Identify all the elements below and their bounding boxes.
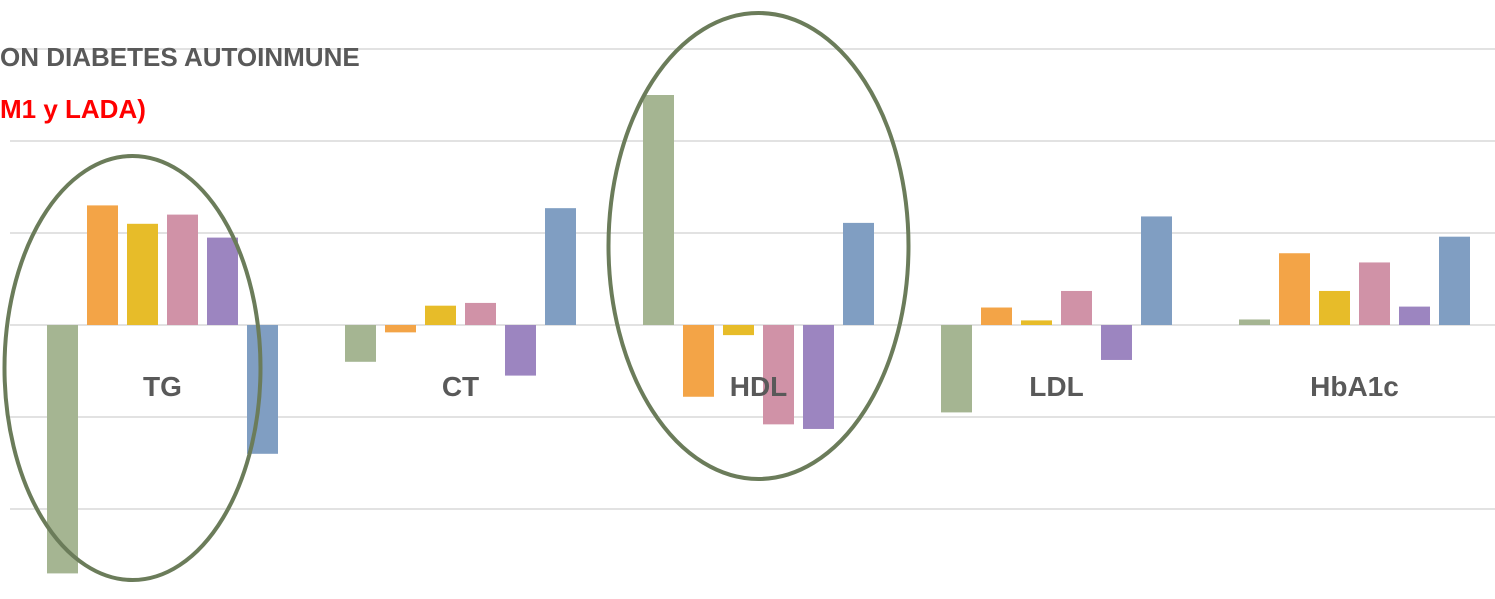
bar-hba1c-1 xyxy=(1239,319,1270,325)
bar-ct-2 xyxy=(385,325,416,333)
bars xyxy=(47,95,1470,574)
category-labels: TG CT HDL LDL HbA1c xyxy=(143,371,1399,402)
bar-ldl-1 xyxy=(941,325,972,413)
highlight-ellipse-tg xyxy=(2,154,263,582)
bar-tg-4 xyxy=(167,214,198,325)
bar-ldl-5 xyxy=(1101,325,1132,360)
bar-ct-4 xyxy=(465,302,496,325)
bar-ct-3 xyxy=(425,305,456,325)
bar-hdl-4 xyxy=(763,325,794,425)
bar-hba1c-6 xyxy=(1439,236,1470,325)
bar-ldl-4 xyxy=(1061,290,1092,325)
bar-hba1c-3 xyxy=(1319,290,1350,325)
bar-ct-5 xyxy=(505,325,536,376)
bar-hba1c-2 xyxy=(1279,253,1310,325)
bar-ct-1 xyxy=(345,325,376,362)
bar-tg-3 xyxy=(127,223,158,325)
category-label-hba1c: HbA1c xyxy=(1310,371,1399,402)
bar-hdl-1 xyxy=(643,95,674,325)
category-label-hdl: HDL xyxy=(730,371,788,402)
bar-ldl-3 xyxy=(1021,320,1052,325)
bar-hdl-2 xyxy=(683,325,714,397)
chart-title-line2: M1 y LADA) xyxy=(0,94,146,124)
chart-title-line1: ON DIABETES AUTOINMUNE xyxy=(0,42,360,72)
bar-hdl-6 xyxy=(843,222,874,325)
bar-tg-1 xyxy=(47,325,78,574)
bar-hba1c-4 xyxy=(1359,262,1390,325)
category-label-ldl: LDL xyxy=(1029,371,1083,402)
bar-hdl-5 xyxy=(803,325,834,429)
bar-ldl-2 xyxy=(981,307,1012,325)
highlight-ellipse-hdl xyxy=(606,11,911,481)
category-label-ct: CT xyxy=(442,371,479,402)
bar-tg-6 xyxy=(247,325,278,454)
category-label-tg: TG xyxy=(143,371,182,402)
bar-hdl-3 xyxy=(723,325,754,336)
bar-tg-2 xyxy=(87,205,118,325)
bar-hba1c-5 xyxy=(1399,306,1430,325)
bar-ct-6 xyxy=(545,208,576,325)
bar-tg-5 xyxy=(207,237,238,325)
bar-ldl-6 xyxy=(1141,216,1172,325)
annotations xyxy=(2,11,911,582)
